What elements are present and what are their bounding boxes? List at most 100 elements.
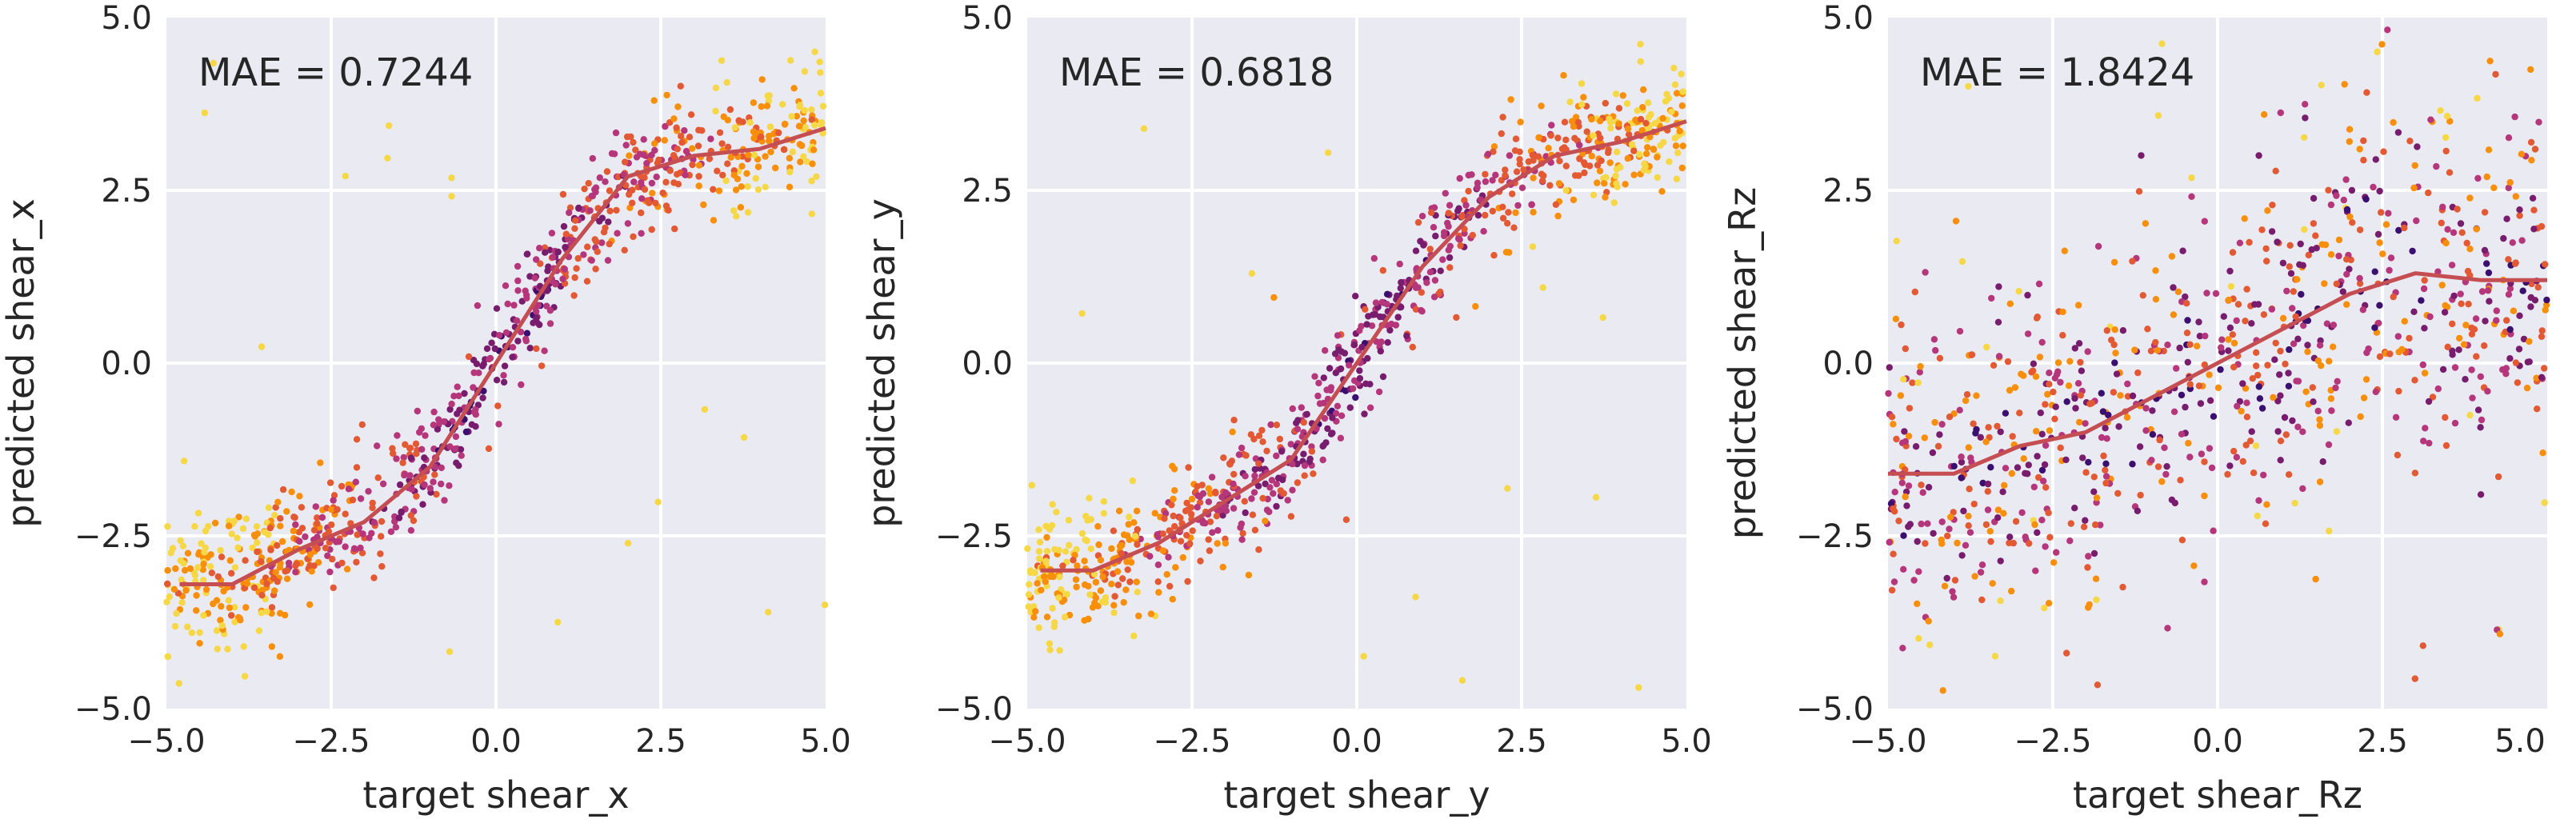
scatter-point (1310, 470, 1317, 477)
scatter-point (2238, 407, 2245, 415)
scatter-point (726, 106, 734, 114)
scatter-point (2505, 256, 2512, 263)
scatter-point (1938, 518, 1946, 525)
scatter-point (2046, 533, 2054, 541)
scatter-point (648, 151, 655, 158)
scatter-point (715, 187, 723, 194)
x-tick-label: 0.0 (2192, 723, 2243, 760)
scatter-point (2057, 444, 2064, 452)
scatter-point (1665, 94, 1673, 102)
scatter-point (2526, 338, 2533, 346)
scatter-point (1623, 100, 1631, 107)
scatter-point (2274, 428, 2282, 435)
scatter-point (2421, 277, 2428, 284)
scatter-point (2304, 342, 2311, 349)
scatter-point (1163, 571, 1170, 578)
scatter-point (1574, 118, 1582, 126)
scatter-point (2378, 209, 2385, 216)
scatter-point (1059, 562, 1066, 569)
scatter-point (622, 158, 629, 166)
scatter-point (1206, 518, 1214, 525)
scatter-point (1670, 64, 1678, 72)
scatter-point (290, 513, 298, 521)
scatter-point (803, 158, 810, 166)
scatter-point (716, 129, 724, 136)
scatter-point (533, 256, 540, 263)
scatter-point (2527, 138, 2535, 146)
scatter-point (2420, 285, 2428, 293)
scatter-point (2253, 349, 2260, 356)
scatter-point (413, 450, 420, 457)
scatter-point (1947, 513, 1954, 521)
scatter-point (1035, 624, 1042, 631)
scatter-point (1457, 242, 1464, 250)
scatter-point (430, 478, 437, 485)
scatter-point (2506, 326, 2514, 334)
scatter-point (2398, 346, 2406, 353)
scatter-point (1214, 527, 1222, 534)
scatter-point (541, 347, 548, 354)
scatter-point (2097, 521, 2104, 529)
scatter-point (213, 597, 221, 604)
scatter-point (1396, 260, 1403, 268)
scatter-point (2170, 311, 2178, 318)
scatter-points (1885, 26, 2550, 694)
scatter-point (2474, 94, 2481, 102)
scatter-point (2346, 213, 2354, 221)
scatter-point (2276, 371, 2283, 378)
scatter-point (1504, 485, 1511, 492)
scatter-point (2411, 377, 2418, 384)
scatter-point (1370, 254, 1378, 262)
scatter-point (1218, 493, 1226, 501)
scatter-point (261, 529, 268, 536)
scatter-point (1445, 210, 1453, 217)
scatter-point (1303, 410, 1310, 418)
scatter-point (2000, 509, 2007, 517)
scatter-point (2482, 318, 2489, 325)
scatter-point (2042, 543, 2049, 550)
scatter-point (2505, 291, 2513, 298)
y-tick-label: −2.5 (74, 518, 152, 555)
scatter-point (1056, 573, 1063, 581)
scatter-point (2274, 238, 2281, 246)
scatter-point (452, 433, 460, 441)
scatter-point (2382, 221, 2390, 228)
scatter-point (418, 445, 426, 453)
scatter-point (718, 57, 726, 64)
scatter-point (217, 617, 224, 624)
scatter-point (1043, 533, 1050, 541)
scatter-point (1051, 545, 1058, 553)
scatter-point (2066, 358, 2074, 365)
scatter-point (1529, 151, 1537, 159)
scatter-point (2202, 332, 2209, 340)
scatter-point (2360, 137, 2367, 145)
scatter-point (1943, 574, 1950, 582)
scatter-point (193, 592, 200, 599)
scatter-point (1555, 180, 1563, 187)
scatter-point (549, 254, 557, 261)
scatter-point (164, 567, 171, 574)
scatter-point (184, 623, 191, 630)
scatter-point (681, 127, 688, 134)
scatter-point (1127, 558, 1135, 566)
scatter-point (1035, 548, 1043, 555)
scatter-point (2444, 226, 2451, 233)
scatter-point (686, 134, 694, 141)
scatter-point (1499, 203, 1506, 210)
scatter-point (2015, 288, 2022, 295)
scatter-point (2294, 378, 2302, 385)
scatter-point (2042, 484, 2050, 491)
scatter-point (2098, 433, 2106, 441)
scatter-point (2131, 346, 2138, 354)
scatter-point (1352, 394, 1359, 402)
scatter-point (2464, 267, 2472, 275)
scatter-point (2478, 416, 2486, 424)
scatter-point (1350, 385, 1357, 393)
scatter-point (610, 150, 618, 158)
scatter-point (2340, 196, 2347, 204)
scatter-point (2243, 399, 2250, 406)
scatter-point (2485, 269, 2493, 277)
scatter-point (2372, 388, 2379, 396)
scatter-point (202, 527, 210, 535)
scatter-point (1442, 190, 1450, 197)
